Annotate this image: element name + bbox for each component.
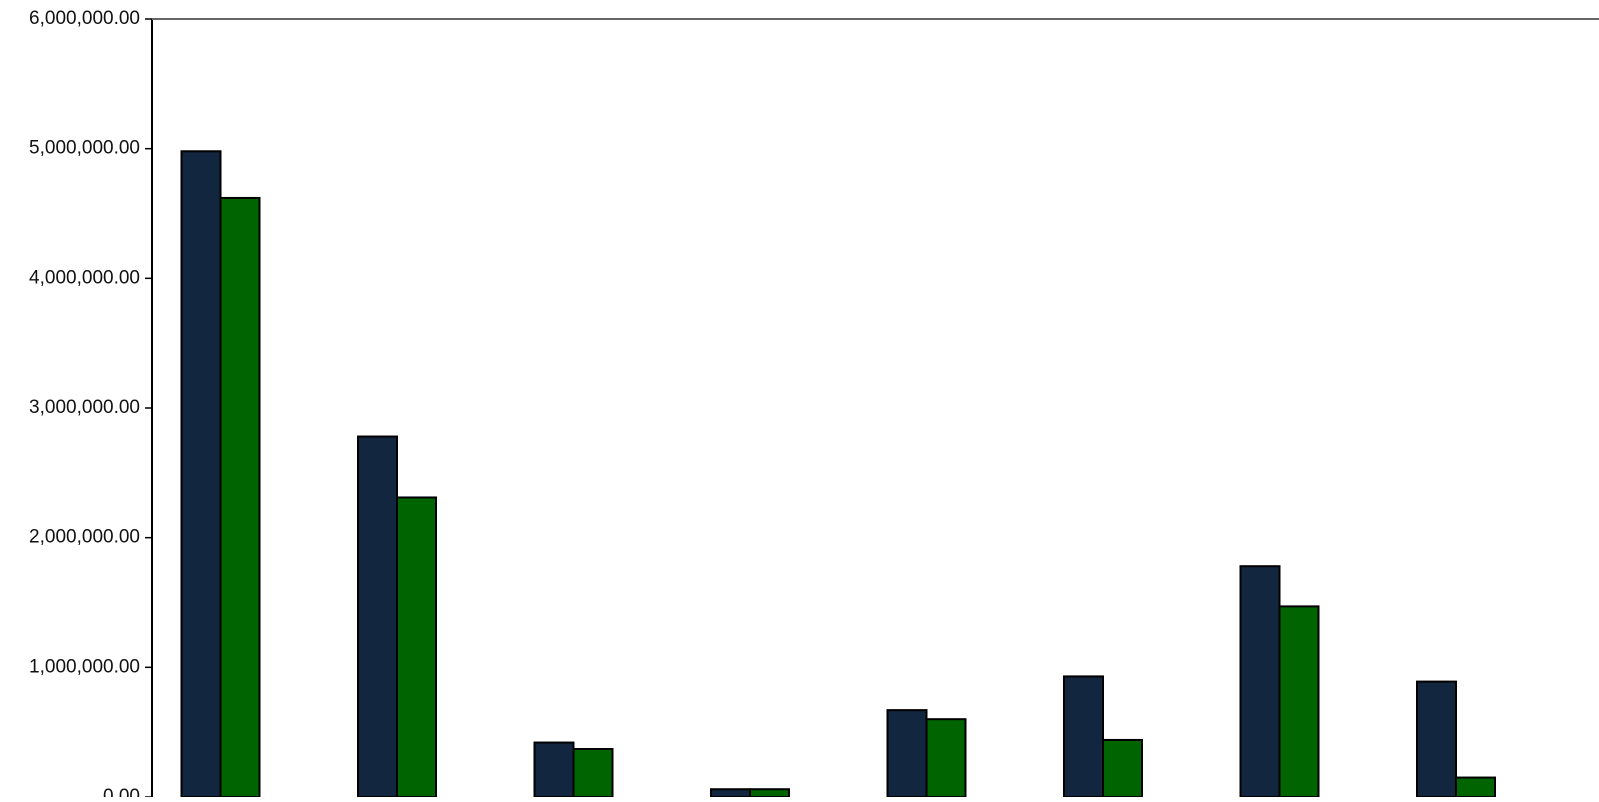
y-tick-label: 2,000,000.00 [29,527,140,548]
bar-series-1-category-4 [710,788,751,798]
bar-series-2-category-1 [219,196,261,798]
y-tick-label: 6,000,000.00 [29,8,140,29]
bar-series-2-category-8 [1455,776,1496,798]
y-axis: 0.00 1,000,000.00 2,000,000.00 3,000,000.00… [29,8,152,802]
bar-series-2-category-6 [1102,738,1143,798]
bar-series-2-category-4 [749,788,790,798]
y-tick-label: 5,000,000.00 [29,138,140,159]
bar-series-2-category-5 [925,718,967,799]
bars-group [180,150,1496,799]
bar-series-1-category-6 [1063,675,1104,798]
bar-series-2-category-2 [396,496,437,798]
bar-series-2-category-7 [1278,605,1320,799]
bar-series-2-category-3 [572,748,614,798]
plot-frame [151,18,1599,797]
bar-series-1-category-5 [886,709,928,799]
bar-series-1-category-8 [1416,680,1457,799]
bar-series-1-category-2 [357,435,398,798]
bar-series-1-category-3 [533,741,575,798]
bar-series-1-category-1 [180,150,222,798]
y-tick-label: 1,000,000.00 [29,656,140,677]
y-tick-label: 3,000,000.00 [29,397,140,418]
y-tick-label: 0.00 [103,786,140,797]
y-tick-label: 4,000,000.00 [29,267,140,288]
bar-series-1-category-7 [1239,565,1281,799]
